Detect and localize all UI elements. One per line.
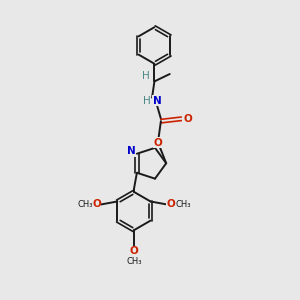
Text: O: O [92,200,101,209]
Text: O: O [130,246,138,256]
Text: O: O [167,200,176,209]
Text: CH₃: CH₃ [77,200,93,209]
Text: N: N [153,95,162,106]
Text: O: O [183,114,192,124]
Text: H: H [142,71,150,81]
Text: N: N [127,146,135,156]
Text: CH₃: CH₃ [175,200,191,209]
Text: H: H [143,95,151,106]
Text: CH₃: CH₃ [126,256,142,266]
Text: O: O [154,137,162,148]
